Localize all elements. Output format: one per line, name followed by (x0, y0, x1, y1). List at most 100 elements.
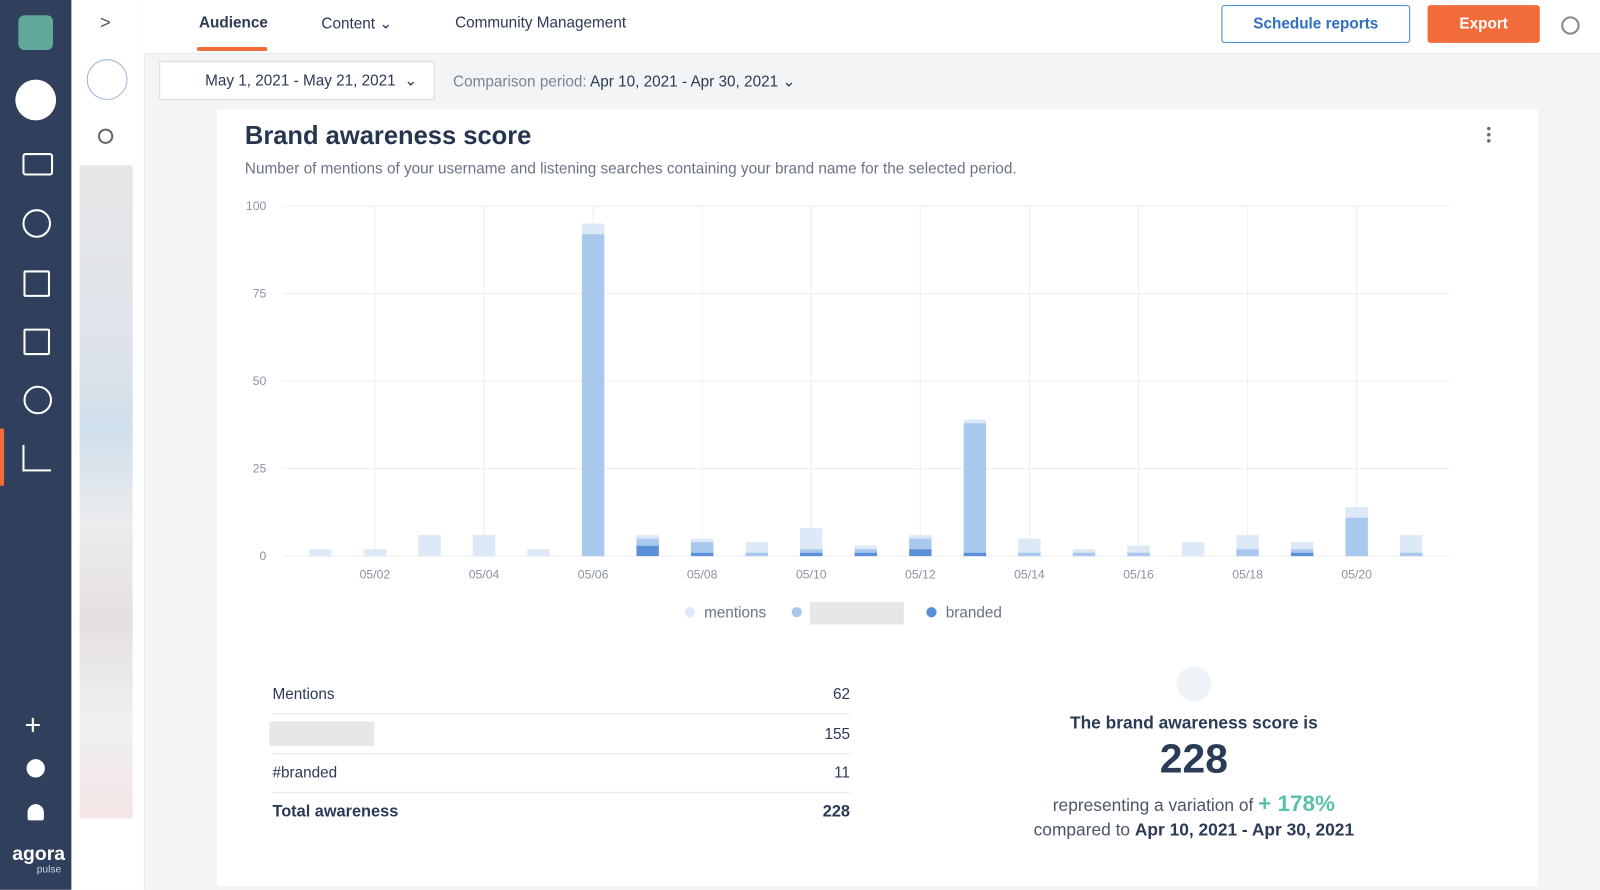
bar-segment (690, 552, 714, 557)
row-value: 11 (834, 763, 850, 782)
x-tick-label: 05/06 (578, 568, 609, 582)
bar-segment (1399, 552, 1423, 557)
summary-compared: compared to Apr 10, 2021 - Apr 30, 2021 (918, 820, 1469, 840)
blurred-accounts (79, 165, 133, 819)
variation-value: + 178% (1258, 790, 1335, 817)
x-tick-label: 05/04 (469, 568, 500, 582)
bar-segment (1290, 542, 1314, 550)
main-sidebar: + agora pulse (0, 0, 72, 890)
legend-redacted (810, 602, 904, 625)
x-tick-label: 05/20 (1341, 568, 1372, 582)
reports-icon[interactable] (22, 444, 52, 472)
bar-segment (909, 538, 932, 550)
listening-icon[interactable] (22, 209, 52, 238)
bar-segment (1127, 545, 1150, 553)
bar-segment (581, 223, 605, 235)
compared-label: compared to (1033, 820, 1131, 840)
date-range: May 1, 2021 - May 21, 2021 (205, 71, 396, 90)
team-icon[interactable] (23, 385, 53, 415)
add-icon[interactable]: + (24, 709, 42, 741)
y-tick-label: 50 (253, 374, 267, 388)
x-tick-label: 05/14 (1014, 568, 1045, 582)
bar-segment (690, 538, 714, 543)
bar-segment (854, 549, 878, 553)
legend-dot (684, 607, 695, 618)
bar-segment (963, 423, 987, 553)
active-indicator (0, 428, 5, 486)
bar-segment (363, 549, 387, 557)
search-icon[interactable] (97, 128, 114, 144)
notifications-icon[interactable] (27, 804, 44, 821)
logo-subtext: pulse (36, 864, 62, 876)
notes-icon[interactable] (23, 328, 50, 356)
table-total: Total awareness 228 (272, 793, 850, 832)
variation-label: representing a variation of (1052, 795, 1254, 816)
logo-text: agora (12, 843, 66, 866)
y-tick-label: 75 (253, 287, 267, 301)
tab[interactable]: Audience (198, 14, 268, 32)
expand-icon[interactable]: > (99, 12, 111, 33)
bar-segment (909, 549, 932, 557)
x-tick-label: 05/02 (360, 568, 391, 582)
total-label: Total awareness (272, 803, 399, 821)
inbox-icon[interactable] (22, 153, 54, 176)
row-value: 155 (824, 724, 850, 743)
summary-score: 228 (1159, 736, 1228, 782)
row-value: 62 (832, 685, 850, 703)
bar-segment (745, 552, 768, 557)
bar-segment (745, 542, 768, 553)
y-tick-label: 100 (246, 199, 267, 213)
secondary-sidebar: > (71, 0, 145, 890)
publish-icon[interactable] (15, 79, 57, 121)
x-tick-label: 05/18 (1232, 568, 1263, 582)
bar-segment (854, 552, 878, 557)
x-tick-label: 05/08 (687, 568, 718, 582)
menu-icon[interactable] (1486, 125, 1491, 144)
tab-text: Content (321, 15, 376, 33)
card: Brand awareness score Number of mentions… (217, 109, 1538, 886)
bar-segment (854, 545, 878, 550)
y-tick-label: 0 (260, 549, 267, 563)
button-text: Schedule reports (1253, 15, 1379, 33)
schedule-button[interactable]: Schedule reports (1221, 5, 1411, 43)
bar-segment (1345, 507, 1368, 518)
megaphone-icon (1176, 666, 1212, 702)
bar-segment (1290, 552, 1314, 557)
bar-segment (636, 545, 659, 557)
settings-icon[interactable] (1561, 16, 1580, 35)
row-label: #branded (272, 763, 338, 782)
calendar-icon[interactable] (23, 270, 50, 297)
bar-segment (1345, 517, 1368, 557)
tab[interactable]: Community Management (455, 14, 627, 32)
card-title: Brand awareness score (244, 121, 532, 150)
tab[interactable]: Content ⌄ (321, 15, 393, 33)
bar-segment (1399, 535, 1423, 553)
bar-segment (800, 552, 823, 557)
comparison-range: Apr 10, 2021 - Apr 30, 2021 (590, 73, 779, 91)
help-icon[interactable] (26, 759, 45, 778)
bar-segment (418, 535, 441, 557)
bar-segment (963, 552, 987, 557)
bar-segment (1236, 535, 1259, 550)
total-value: 228 (822, 803, 850, 821)
bar-segment (636, 538, 659, 546)
date-picker[interactable]: May 1, 2021 - May 21, 2021 ⌄ (159, 61, 435, 100)
legend-dot (926, 607, 937, 618)
workspace-logo[interactable] (18, 15, 54, 50)
bar-segment (1127, 552, 1150, 557)
export-button[interactable]: Export (1427, 5, 1540, 43)
bar-segment (909, 535, 932, 539)
legend-label: branded (946, 604, 1002, 621)
table-row: #branded 11 (272, 753, 850, 793)
comparison[interactable]: Comparison period: Apr 10, 2021 - Apr 30… (453, 73, 796, 91)
redacted-label (269, 721, 375, 746)
summary-heading: The brand awareness score is (1069, 713, 1318, 733)
table-row: Mentions 62 (272, 674, 850, 715)
bar-segment (1290, 549, 1314, 553)
summary-variation: representing a variation of + 178% (918, 791, 1469, 818)
legend-label: mentions (704, 604, 766, 621)
top-bar: Audience Content ⌄ Community Management … (143, 0, 1600, 55)
account-avatar[interactable] (86, 59, 128, 100)
